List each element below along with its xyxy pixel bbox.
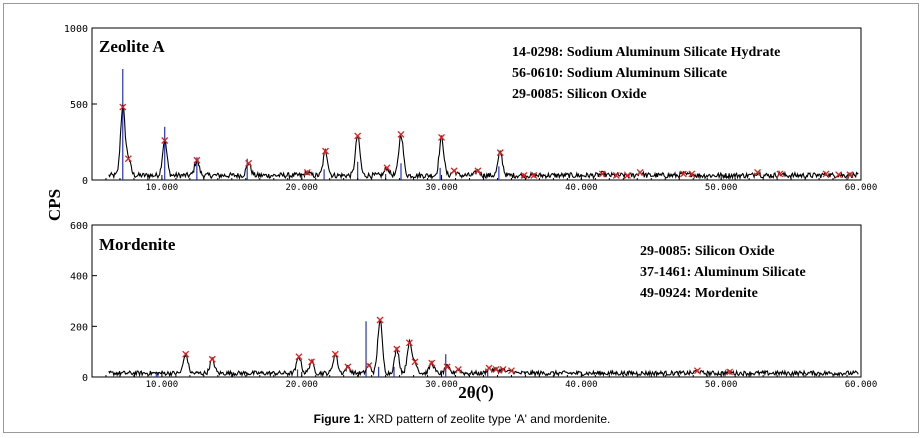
x-tick-label: 60.000 <box>845 380 878 390</box>
peak-marker <box>365 362 373 370</box>
peak-marker <box>405 339 413 347</box>
x-tick-label: 30.000 <box>425 380 458 390</box>
x-axis: 10.000 20.000 30.000 40.000 50.000 60.000 <box>91 175 878 193</box>
x-tick-label: 50.000 <box>705 183 738 193</box>
legend-entry-1: 29-0085: Silicon Oxide <box>640 244 775 259</box>
caption-text: XRD pattern of zeolite type 'A' and mord… <box>367 412 611 426</box>
panel-title: Mordenite <box>99 235 176 254</box>
peak-marker <box>822 170 830 178</box>
peak-marker <box>397 130 405 138</box>
peak-marker <box>776 170 784 178</box>
y-tick-label: 500 <box>70 100 88 111</box>
x-tick-label: 20.000 <box>285 380 318 390</box>
peak-marker <box>612 171 620 179</box>
figure-caption: Figure 1: XRD pattern of zeolite type 'A… <box>0 412 924 426</box>
peak-marker <box>303 168 311 176</box>
peak-marker <box>295 353 303 361</box>
peak-marker <box>428 359 436 367</box>
x-tick-label: 60.000 <box>845 183 878 193</box>
panel-mordenite: Mordenite 29-0085: Silicon Oxide 37-1461… <box>70 221 877 390</box>
legend-entry-2: 56-0610: Sodium Aluminum Silicate <box>512 66 727 81</box>
peak-marker <box>636 168 644 176</box>
peak-marker <box>492 365 500 373</box>
peak-marker <box>499 365 507 373</box>
peak-marker <box>119 103 127 111</box>
peak-markers <box>182 316 734 376</box>
reference-lines <box>155 321 489 377</box>
x-tick-label: 10.000 <box>146 380 179 390</box>
legend-entry-1: 14-0298: Sodium Aluminum Silicate Hydrat… <box>512 45 780 60</box>
y-tick-label: 0 <box>82 176 88 187</box>
peak-marker <box>474 167 482 175</box>
peak-marker <box>496 149 504 157</box>
peak-marker <box>383 164 391 172</box>
peak-marker <box>182 350 190 358</box>
peak-marker <box>688 170 696 178</box>
peak-marker <box>208 355 216 363</box>
x-tick-label: 10.000 <box>146 183 179 193</box>
x-tick-label: 30.000 <box>425 183 458 193</box>
y-tick-label: 1000 <box>64 24 88 35</box>
y-tick-label: 200 <box>70 322 88 333</box>
caption-label: Figure 1: <box>313 412 365 426</box>
peak-marker <box>354 132 362 140</box>
peak-marker <box>443 363 451 371</box>
peak-marker <box>161 137 169 144</box>
y-axis-label: CPS <box>45 189 64 221</box>
peak-marker <box>245 159 253 167</box>
plot-area-mordenite <box>91 224 862 378</box>
legend-entry-2: 37-1461: Aluminum Silicate <box>640 265 806 280</box>
peak-marker <box>726 368 734 376</box>
peak-marker <box>393 345 401 353</box>
x-tick-label: 40.000 <box>565 183 598 193</box>
peak-marker <box>124 155 132 163</box>
x-tick-label: 50.000 <box>705 380 738 390</box>
peak-marker <box>376 316 384 324</box>
peak-marker <box>450 167 458 175</box>
xrd-trace <box>108 104 859 181</box>
reference-lines <box>122 69 500 180</box>
legend-entry-3: 49-0924: Mordenite <box>640 286 758 301</box>
y-axis: 0 500 1000 <box>64 24 97 187</box>
peak-marker <box>331 350 339 358</box>
peak-marker <box>485 364 493 372</box>
peak-marker <box>193 156 201 164</box>
peak-marker <box>411 358 419 366</box>
panel-title: Zeolite A <box>99 37 165 56</box>
peak-marker <box>322 147 329 155</box>
x-tick-label: 40.000 <box>565 380 598 390</box>
peak-marker <box>846 171 854 179</box>
y-tick-label: 400 <box>70 272 88 283</box>
peak-marker <box>454 365 462 373</box>
peak-marker <box>598 170 606 178</box>
x-axis: 10.000 20.000 30.000 40.000 50.000 60.000 <box>91 372 878 390</box>
y-tick-label: 600 <box>70 221 88 232</box>
peak-marker <box>530 171 538 179</box>
xrd-trace <box>108 319 859 378</box>
peak-marker <box>308 358 315 366</box>
peak-marker <box>438 133 446 141</box>
peak-marker <box>693 367 701 375</box>
figure-frame <box>3 3 919 433</box>
peak-markers <box>119 103 854 179</box>
peak-marker <box>624 171 631 179</box>
peak-marker <box>754 168 761 176</box>
panel-zeolite-a: Zeolite A 14-0298: Sodium Aluminum Silic… <box>64 24 877 193</box>
peak-marker <box>679 170 687 178</box>
y-tick-label: 0 <box>82 373 88 384</box>
peak-marker <box>507 367 515 375</box>
x-tick-label: 20.000 <box>285 183 318 193</box>
legend-entry-3: 29-0085: Silicon Oxide <box>512 87 647 102</box>
y-axis: 0 200 400 600 <box>70 221 97 384</box>
peak-marker <box>344 363 352 371</box>
peak-marker <box>520 171 528 179</box>
peak-marker <box>835 171 843 179</box>
x-axis-label: 2θ(⁰) <box>458 383 494 402</box>
